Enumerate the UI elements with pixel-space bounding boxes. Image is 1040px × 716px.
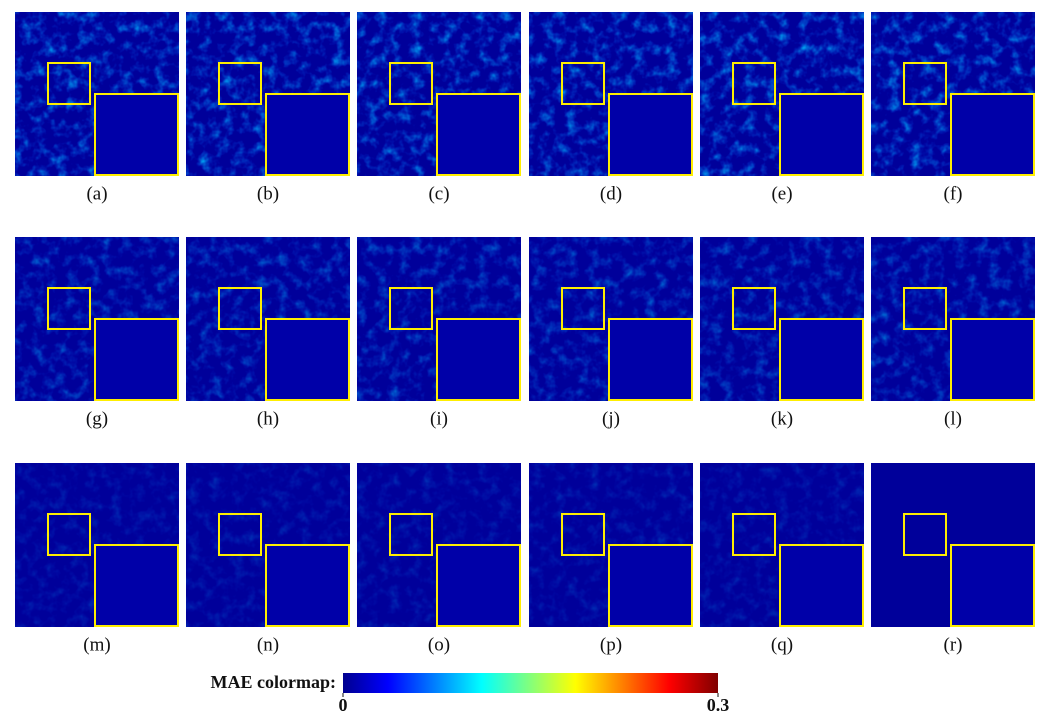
colorbar — [343, 673, 718, 693]
panel-label: (o) — [428, 634, 450, 655]
zoom-region — [732, 287, 776, 330]
zoom-inset — [436, 318, 521, 401]
zoom-region — [903, 62, 947, 105]
panel-label: (n) — [257, 634, 279, 655]
zoom-inset — [608, 93, 693, 176]
zoom-region — [47, 287, 91, 330]
zoom-inset — [436, 93, 521, 176]
panel-label: (d) — [600, 183, 622, 204]
zoom-inset — [436, 544, 521, 627]
tick: 0 — [339, 695, 348, 715]
zoom-region — [389, 62, 433, 105]
panel-label: (h) — [257, 408, 279, 429]
panel-label: (q) — [771, 634, 793, 655]
zoom-region — [561, 287, 605, 330]
zoom-region — [389, 513, 433, 556]
panel-label: (m) — [83, 634, 110, 655]
panel-label: (c) — [428, 183, 449, 204]
panel-label: (r) — [944, 634, 963, 655]
zoom-region — [903, 287, 947, 330]
zoom-inset — [950, 318, 1035, 401]
zoom-region — [732, 513, 776, 556]
panel-label: (i) — [430, 408, 448, 429]
zoom-region — [561, 513, 605, 556]
zoom-inset — [950, 93, 1035, 176]
zoom-region — [389, 287, 433, 330]
zoom-region — [903, 513, 947, 556]
zoom-region — [218, 513, 262, 556]
panel-label: (k) — [771, 408, 793, 429]
zoom-inset — [94, 544, 179, 627]
zoom-region — [732, 62, 776, 105]
panel-label: (b) — [257, 183, 279, 204]
tick: 0.3 — [707, 695, 730, 715]
panel-label: (j) — [602, 408, 620, 429]
zoom-inset — [265, 318, 350, 401]
zoom-inset — [779, 544, 864, 627]
zoom-region — [47, 62, 91, 105]
zoom-region — [218, 62, 262, 105]
zoom-inset — [608, 318, 693, 401]
zoom-inset — [779, 318, 864, 401]
panel-label: (a) — [86, 183, 107, 204]
zoom-inset — [950, 544, 1035, 627]
zoom-region — [561, 62, 605, 105]
zoom-inset — [265, 93, 350, 176]
zoom-inset — [779, 93, 864, 176]
zoom-region — [47, 513, 91, 556]
panel-label: (e) — [771, 183, 792, 204]
zoom-inset — [94, 318, 179, 401]
panel-label: (g) — [86, 408, 108, 429]
panel-label: (f) — [944, 183, 963, 204]
panel-label: (l) — [944, 408, 962, 429]
zoom-inset — [608, 544, 693, 627]
colorbar-label: MAE colormap: — [211, 672, 336, 692]
panel-label: (p) — [600, 634, 622, 655]
zoom-inset — [94, 93, 179, 176]
zoom-region — [218, 287, 262, 330]
zoom-inset — [265, 544, 350, 627]
